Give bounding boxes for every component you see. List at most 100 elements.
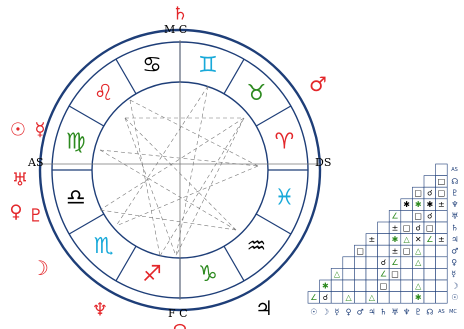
aspect-symbol: ∠ — [380, 270, 387, 279]
aspect-symbol: △ — [415, 247, 422, 256]
grid-row-label: AS — [451, 167, 458, 173]
grid-column-label: ☿ — [335, 308, 340, 317]
sign-gemini-icon: ♊ — [198, 53, 218, 78]
aspect-symbol: ✱ — [392, 235, 399, 244]
outer-ring — [38, 28, 322, 312]
aspect-grid-cell — [354, 256, 367, 269]
aspect-symbol: ± — [438, 235, 445, 244]
aspect-symbol: △ — [346, 293, 353, 302]
asc-label: AS — [28, 156, 44, 169]
aspect-grid-cell — [400, 210, 413, 223]
mc-label: M C — [164, 23, 188, 36]
aspect-symbol: ∠ — [391, 212, 398, 221]
sign-pisces-icon: ♓ — [274, 185, 294, 210]
planet-uranus-icon: ♅ — [12, 170, 28, 191]
aspect-symbol: □ — [380, 281, 388, 290]
aspect-grid-cell — [365, 279, 378, 292]
aspect-symbol: □ — [438, 189, 446, 198]
aspect-symbol: ✱ — [322, 281, 329, 290]
sign-scorpio-icon: ♏ — [94, 234, 114, 259]
aspect-symbol: △ — [369, 293, 376, 302]
aspect-symbol: ✱ — [403, 200, 410, 209]
aspect-symbol: ± — [392, 247, 399, 256]
aspect-grid-cell — [330, 291, 344, 304]
ic-label: F C — [168, 307, 188, 320]
planet-mars-icon: ♂ — [309, 72, 327, 96]
aspect-grid-cell — [435, 291, 448, 304]
grid-row-label: ♀ — [451, 258, 457, 267]
aspect-symbol: □ — [391, 270, 399, 279]
aspect-symbol: □ — [426, 223, 434, 232]
aspect-grid-cell — [435, 268, 448, 281]
grid-column-label: ♃ — [368, 308, 375, 317]
grid-cells — [307, 163, 448, 304]
dsc-label: DS — [315, 156, 332, 169]
aspect-symbol: ✱ — [415, 200, 422, 209]
sign-aries-icon: ♈ — [274, 130, 294, 155]
aspect-grid-cell — [423, 291, 436, 304]
sign-divider — [223, 58, 245, 95]
grid-aspects: □□ ☌ □✱ ✱ ✱ ±∠ □ ☌± □ ☌ □± ✱ △ ✕ ∠ ±□ ± □ △☌ ∠ △△ ∠ □✱ □ △∠ ☌ △ △ ✱ — [310, 177, 445, 302]
aspect-symbol: □ — [403, 247, 411, 256]
aspect-symbol: ☌ — [381, 258, 386, 267]
grid-row-label: ☊ — [451, 177, 458, 186]
aspect-symbol: △ — [334, 270, 341, 279]
grid-column-label: ☽ — [322, 308, 329, 317]
aspect-symbol: ± — [368, 235, 375, 244]
sign-divider — [68, 105, 105, 127]
aspect-symbol: ✕ — [415, 235, 422, 244]
grid-row-label: ♂ — [451, 247, 458, 256]
aspect-grid-cell — [365, 268, 378, 281]
aspect-symbol: □ — [356, 247, 364, 256]
aspect-grid-cell — [377, 291, 390, 304]
planet-jupiter-icon: ♃ — [255, 296, 273, 320]
aspect-symbol: ☌ — [427, 189, 432, 198]
aspect-grid-cell — [400, 279, 413, 292]
grid-row-label: ♅ — [451, 212, 458, 221]
aspect-symbol: ☌ — [427, 212, 432, 221]
aspect-grid-cell — [377, 244, 390, 258]
aspect-symbol: ∠ — [310, 293, 317, 302]
grid-row-label: ☽ — [451, 281, 458, 290]
grid-column-label: ♇ — [415, 308, 422, 317]
aspect-grid-cell — [423, 279, 436, 292]
planet-sun-icon: ☉ — [10, 120, 26, 141]
aspect-grid-cell — [435, 256, 448, 269]
aspect-grid-cell — [423, 268, 436, 281]
aspect-symbol: □ — [403, 223, 411, 232]
sign-capricorn-icon: ♑ — [198, 262, 218, 287]
grid-row-labels: AS ☊ ♇ ♆ ♅ ♄ ♃ ♂ ♀ ☿ ☽ ☉ — [451, 167, 458, 302]
sign-glyphs: ♋ ♊ ♉ ♈ ♓ ♒ ♑ ♐ ♏ ♎ ♍ ♌ — [66, 53, 294, 287]
grid-row-label: ♆ — [451, 200, 458, 209]
aspect-symbol: ☌ — [416, 223, 421, 232]
aspect-grid-cell — [342, 256, 355, 269]
grid-column-label: ☉ — [310, 308, 317, 317]
grid-col-labels: ☉ ☽ ☿ ♀ ♂ ♃ ♄ ♅ ♆ ♇ ☊ AS MC — [310, 308, 457, 317]
aspect-grid-cell — [354, 268, 367, 281]
aspect-grid-cell — [423, 256, 436, 269]
sign-leo-icon: ♌ — [94, 81, 114, 106]
sign-divider — [255, 213, 292, 235]
planet-neptune-icon: ♆ — [92, 300, 108, 321]
planet-node-icon: ☊ — [173, 321, 187, 329]
aspect-grid-cell — [412, 268, 425, 281]
grid-column-label: ♄ — [380, 308, 387, 317]
aspect-grid-cell — [400, 256, 413, 269]
aspect-symbol: △ — [415, 281, 422, 290]
grid-row-label: ♇ — [451, 189, 458, 198]
aspect-symbol: △ — [415, 258, 422, 267]
planet-glyphs: ♄ ♂ ☉ ☿ ♅ ♀ ♇ ☽ ♆ ♃ ☊ — [9, 4, 327, 329]
planet-venus-icon: ♀ — [9, 202, 22, 223]
aspect-grid-cell — [377, 233, 390, 246]
grid-column-label: AS — [438, 309, 445, 315]
aspect-grid-cell — [423, 175, 436, 188]
aspect-grid-cell — [435, 244, 448, 258]
grid-column-label: ♅ — [391, 308, 398, 317]
planet-mercury-icon: ☿ — [34, 120, 45, 141]
grid-column-label: ♆ — [403, 308, 410, 317]
aspect-symbol: □ — [438, 177, 446, 186]
aspect-grid-cell — [342, 279, 355, 292]
aspect-grid-cell — [435, 221, 448, 234]
